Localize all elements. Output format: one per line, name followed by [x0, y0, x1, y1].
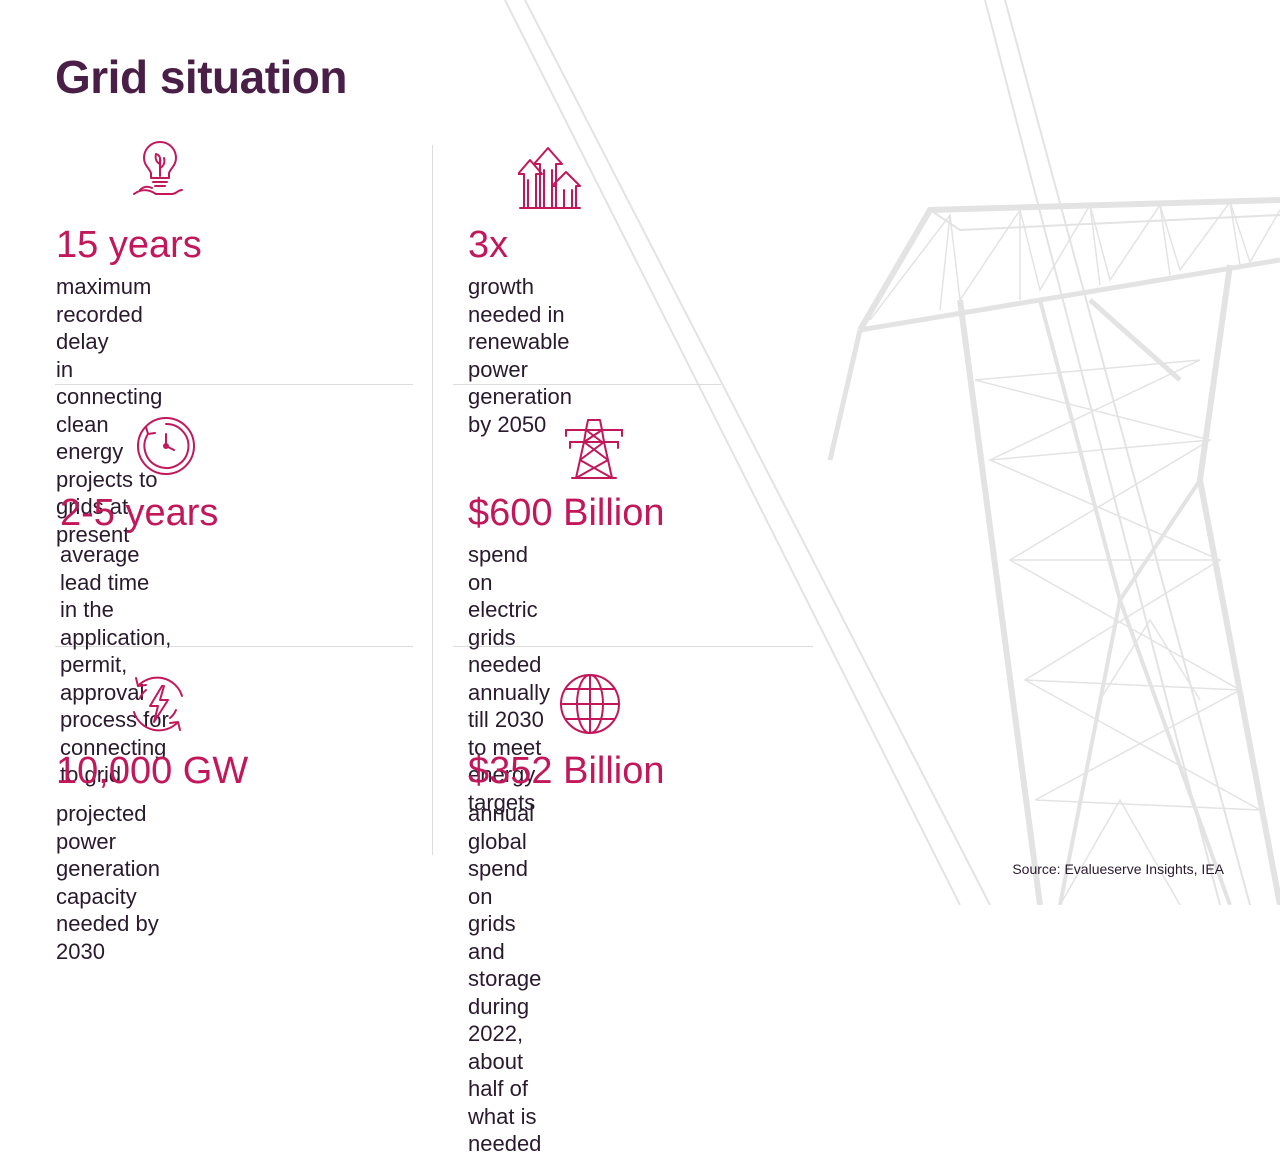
globe-icon	[560, 674, 620, 734]
stat-value: 15 years	[56, 224, 202, 266]
row-divider-left-2	[55, 646, 413, 647]
stat-value: 10,000 GW	[56, 750, 249, 792]
power-cycle-icon	[133, 676, 183, 732]
stat-value: 2-5 years	[60, 492, 219, 534]
source-citation: Source: Evalueserve Insights, IEA	[1012, 861, 1224, 877]
background-tower-illustration	[504, 0, 1280, 905]
growth-arrows-icon	[518, 147, 581, 209]
stat-description: maximum recorded delay in connecting cle…	[56, 274, 163, 547]
stat-value: $600 Billion	[468, 492, 665, 534]
stat-value: 3x	[468, 224, 509, 266]
transmission-tower-icon	[565, 419, 623, 479]
page-title: Grid situation	[55, 51, 348, 103]
stat-description: growth needed in renewable power generat…	[468, 274, 572, 437]
clock-icon	[137, 417, 195, 475]
stat-description: spend on electric grids needed annually …	[468, 542, 550, 815]
stat-value: $352 Billion	[468, 750, 665, 792]
lightbulb-hand-icon	[133, 141, 183, 195]
column-divider	[432, 145, 433, 855]
stat-description: projected power generation capacity need…	[56, 801, 160, 964]
row-divider-right-1	[453, 384, 721, 385]
stat-description: annual global spend on grids and storage…	[468, 801, 542, 1156]
row-divider-right-2	[453, 646, 813, 647]
row-divider-left-1	[55, 384, 413, 385]
